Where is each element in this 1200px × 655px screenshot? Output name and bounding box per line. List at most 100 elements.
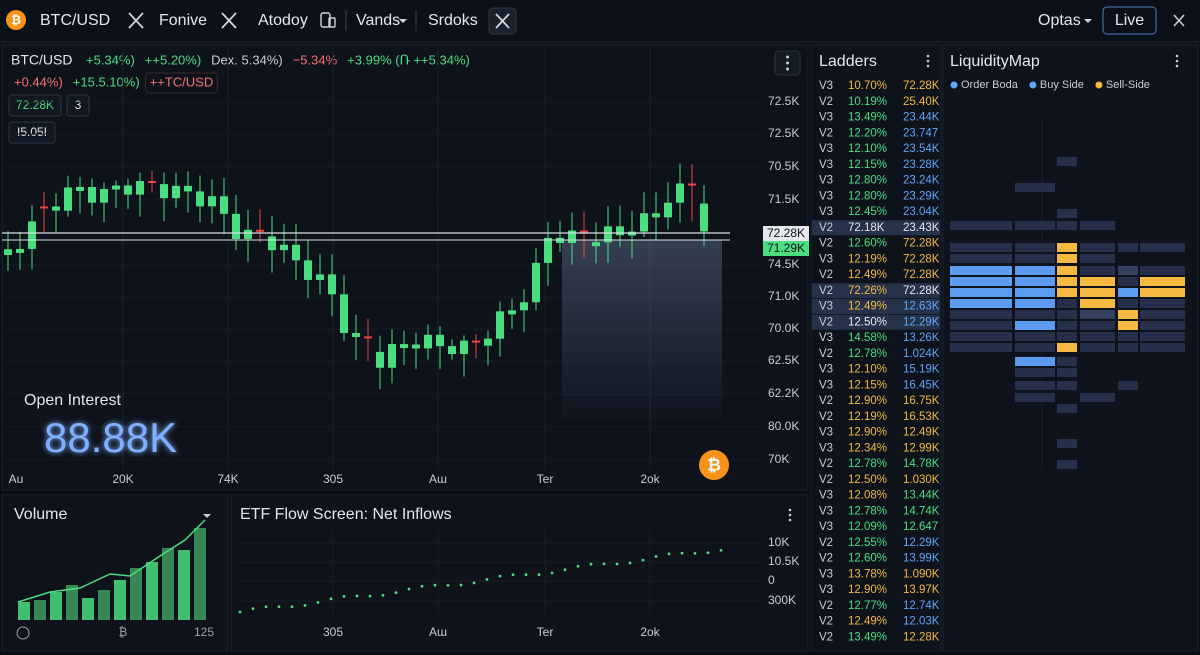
- liquidity-cell: [1015, 381, 1055, 390]
- y-tick-label: 62.5K: [768, 353, 799, 367]
- kebab[interactable]: [926, 54, 930, 68]
- candles: [4, 163, 708, 390]
- liquidity-cell: [1140, 243, 1185, 252]
- stat: ++TC/USD: [150, 74, 214, 89]
- row-pct: 12.78%: [848, 505, 887, 517]
- row-pct: 12.49%: [848, 301, 887, 313]
- row-pct: 12.34%: [848, 442, 887, 454]
- liquidity-cell: [1057, 381, 1077, 390]
- row-value: 72.28K: [903, 238, 940, 250]
- liquidity-cell: [1015, 243, 1055, 252]
- stat: Dex. 5.34%): [211, 52, 283, 67]
- kebab: [786, 55, 789, 71]
- liquidity-cell: [950, 266, 1012, 275]
- x-icon: [495, 13, 510, 29]
- candle-body: [352, 333, 360, 338]
- liquidity-cell: [1080, 243, 1115, 252]
- volume-bar: [162, 548, 174, 620]
- candle-body: [640, 213, 648, 232]
- nav-link[interactable]: Srdoks: [428, 12, 478, 29]
- liquidity-cell: [1057, 310, 1077, 319]
- candle-body: [388, 344, 396, 368]
- kebab[interactable]: [1175, 54, 1179, 68]
- row-side: V3: [819, 332, 833, 344]
- nav-link[interactable]: Vands: [356, 12, 400, 29]
- liquidity-cell: [950, 277, 1012, 286]
- candle-body: [172, 185, 180, 199]
- liquidity-cells: [950, 118, 1185, 470]
- row-pct: 12.19%: [848, 411, 887, 423]
- menu[interactable]: Optas: [1038, 12, 1081, 29]
- device-icon: [328, 17, 336, 28]
- device-icon[interactable]: [320, 12, 331, 28]
- liquidity-cell: [1080, 310, 1115, 319]
- etf-dot: [537, 573, 541, 576]
- nav-symbol[interactable]: BTC/USD: [40, 12, 110, 29]
- x-icon[interactable]: [128, 12, 144, 29]
- etf-dot: [394, 591, 398, 595]
- row-value: 12.74K: [903, 600, 940, 612]
- stat: +3.99% (Ռ ++5.34%): [347, 52, 470, 67]
- liquidity-cell: [1015, 357, 1055, 366]
- row-value: 13.44K: [903, 490, 940, 502]
- row-value: 14.78K: [903, 458, 940, 470]
- row-pct: 72.18K: [848, 222, 885, 234]
- row-side: V3: [819, 301, 833, 313]
- liquidity-cell: [1057, 221, 1077, 230]
- liquidity-cell: [1140, 310, 1185, 319]
- kebab[interactable]: [788, 508, 792, 522]
- etf-dot: [680, 551, 684, 555]
- etf-dot: [628, 561, 632, 565]
- liquidity-cell: [1080, 221, 1115, 230]
- row-pct: 13.49%: [848, 631, 887, 643]
- liquidity-cell: [1140, 321, 1185, 330]
- row-value: 15.19K: [903, 364, 940, 376]
- etf-dot: [524, 573, 528, 577]
- row-highlight: [812, 283, 940, 299]
- liquidity-cell: [1140, 299, 1185, 308]
- row-value: 23.04K: [903, 206, 940, 218]
- row-value: 1.090K: [903, 568, 940, 580]
- row-pct: 12.45%: [848, 206, 887, 218]
- volume-bar: [50, 592, 62, 620]
- live-button[interactable]: [1102, 6, 1157, 35]
- row-pct: 12.90%: [848, 427, 887, 439]
- etf-dot: [407, 587, 411, 591]
- open-interest-value: 88.88K: [44, 414, 177, 461]
- liquidity-cell: [950, 343, 1012, 352]
- liquidity-cell: [950, 288, 1012, 297]
- liquidity-cell: [1015, 277, 1055, 286]
- etf-dot: [667, 552, 671, 556]
- nav-link[interactable]: Fonive: [159, 12, 207, 29]
- row-value: 13.26K: [903, 332, 940, 344]
- candle-body: [544, 237, 552, 263]
- x-tick-label: 74K: [217, 472, 238, 486]
- row-highlight: [812, 314, 940, 330]
- liquidity-cell: [1080, 266, 1115, 275]
- chart-symbol: BTC/USD: [11, 52, 72, 68]
- liquidity-cell: [1057, 332, 1077, 341]
- etf-dot: [719, 548, 723, 552]
- volume-footer: 125: [194, 625, 214, 639]
- etf-dot: [303, 604, 307, 607]
- row-pct: 12.60%: [848, 553, 887, 565]
- y-tick-label: 70.0K: [768, 321, 799, 335]
- nav-link[interactable]: Atodoy: [258, 12, 308, 29]
- row-pct: 12.49%: [848, 616, 887, 628]
- etf-dot: [381, 593, 385, 597]
- close-button[interactable]: [1173, 14, 1185, 27]
- row-pct: 72.26%: [848, 285, 887, 297]
- price-tag: [763, 241, 809, 256]
- candle-body: [208, 196, 216, 207]
- badge: [8, 94, 62, 117]
- info-icon[interactable]: [16, 626, 30, 640]
- etf-dot: [420, 584, 424, 588]
- row-side: V3: [819, 112, 833, 124]
- candle-body: [580, 230, 588, 233]
- volume-bar: [98, 590, 110, 620]
- candle-body: [136, 181, 144, 195]
- etf-dot: [251, 607, 255, 611]
- row-value: 72.28K: [903, 80, 940, 92]
- x-icon[interactable]: [221, 12, 237, 29]
- row-pct: 12.20%: [848, 127, 887, 139]
